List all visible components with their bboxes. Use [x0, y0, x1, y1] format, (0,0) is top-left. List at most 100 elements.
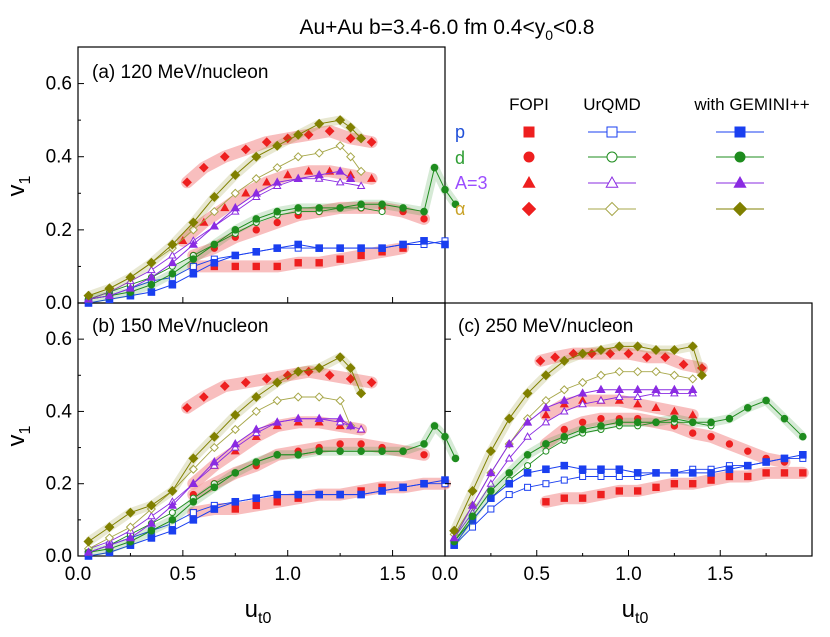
x-axis-title-right-sub: t0 [635, 610, 648, 627]
legend-species-p: p [455, 122, 465, 142]
y-axis-title-top: v1 [3, 175, 34, 196]
panel-b-gemini-p-point [357, 490, 365, 499]
panel-b-gemini-d-point [399, 447, 407, 455]
panel-a-gemini-A3-point [188, 239, 198, 248]
panel-b-gemini-p-point [252, 494, 261, 502]
panel-c-urqmd-p-point [487, 505, 495, 513]
legend-gemini-alpha-marker [732, 201, 748, 217]
panel-c-gemini-alpha-point [522, 388, 533, 399]
panel-a-gemini-alpha-point [146, 257, 157, 268]
panel-c-fopi-p-point [780, 469, 789, 477]
panel-b-gemini-p-point [420, 479, 428, 488]
panel-c-fopi-alpha-point [623, 348, 634, 359]
panel-b-urqmd-alpha-point [314, 392, 324, 402]
panel-a-fopi-alpha-point [282, 133, 293, 144]
panel-c-fopi-p-point [689, 480, 697, 488]
panel-c-gemini-alpha-point [485, 446, 496, 457]
panel-c-gemini-p-point [560, 461, 569, 470]
panel-a-gemini-p-point [315, 244, 323, 252]
legend-species-alpha: α [455, 199, 465, 219]
panel-b-urqmd-line-p [88, 483, 445, 553]
panel-c-urqmd-alpha-point [651, 367, 661, 377]
panel-a-gemini-d-point [210, 240, 219, 249]
panel-a-gemini-band-d [87, 163, 460, 304]
panel-b-gemini-A3-point [293, 413, 303, 422]
panel-c-label: (c) 250 MeV/nucleon [458, 316, 633, 337]
x-tick-label: 1.5 [379, 564, 405, 585]
panel-a-gemini-p-point [399, 240, 407, 249]
panel-c-urqmd-alpha-point [614, 367, 624, 377]
panel-c-urqmd-p-point [542, 480, 550, 488]
figure-title-main: Au+Au b=3.4-6.0 fm 0.4<y [299, 16, 545, 39]
panel-a-gemini-p-point [147, 288, 156, 296]
legend-markers [521, 126, 764, 217]
panel-b-gemini-d-point [420, 440, 428, 448]
panel-c-urqmd-d-point [542, 447, 550, 455]
panel-c-gemini-d-point [762, 396, 770, 405]
panel-b-fopi-alpha-point [324, 370, 335, 381]
panel-c-fopi-alpha-point [678, 359, 689, 370]
panel-c-gemini-p-point [487, 494, 495, 502]
panel-c-gemini-d-point [670, 414, 679, 423]
y-tick-label: 0.2 [46, 474, 72, 495]
panel-c-urqmd-A3-point [504, 453, 514, 462]
panel-c-fopi-d-point [725, 440, 734, 448]
panel-c-fopi-alpha-point [641, 352, 652, 363]
panel-c-gemini-d-point [560, 432, 569, 441]
panel-b-gemini-d-point [168, 516, 177, 524]
panel-b-urqmd-alpha-point [335, 395, 345, 406]
y-tick-label: 0.6 [46, 74, 72, 95]
panel-a-urqmd-alpha-point [356, 166, 366, 176]
panel-a-label: (a) 120 MeV/nucleon [92, 62, 268, 83]
panel-a-fopi-p-point [336, 255, 344, 263]
x-tick-label: 1.0 [275, 564, 301, 585]
legend-fopi-A3-marker [522, 175, 536, 188]
panel-a-urqmd-alpha-point [335, 141, 345, 151]
panel-b-fopi-d-point [420, 451, 428, 459]
panel-a-gemini-line-A3 [88, 170, 351, 300]
panel-b-gemini-p-point [189, 516, 198, 524]
panel-c-fopi-A3-point [614, 395, 624, 404]
panel-a-gemini-line-d [88, 166, 456, 300]
panel-b-gemini-alpha-point [356, 388, 367, 399]
panel-b-urqmd-alpha-point [209, 442, 219, 453]
panel-a-gemini-A3-point [125, 283, 136, 292]
panel-b-gemini-p-point [441, 476, 449, 484]
panel-a-fopi-p-point [273, 262, 281, 271]
legend-species-d: d [455, 148, 465, 168]
panel-b-fopi-alpha-point [366, 377, 377, 388]
panel-c-fopi-d-point [560, 425, 568, 434]
panel-c-gemini-alpha-point [651, 344, 662, 355]
panel-b-gemini-d-point [315, 447, 323, 455]
panel-b-fopi-alpha-point [282, 370, 293, 381]
panel-c-fopi-A3-point [651, 402, 661, 412]
panel-c-gemini-alpha-point [540, 370, 551, 381]
y-axis-title-bottom-main: v [3, 434, 30, 446]
panel-a-fopi-p-point [252, 262, 260, 271]
panel-a-gemini-A3-point [293, 173, 303, 182]
panel-a-fopi-A3-point [283, 170, 293, 179]
panel-b-gemini-A3-point [314, 413, 324, 422]
y-tick-label: 0.0 [46, 293, 72, 314]
panel-b-gemini-alpha-point [251, 391, 262, 402]
panel-c-fopi-p-point [633, 487, 642, 495]
panel-c-gemini-p-point [505, 479, 514, 488]
panel-a-fopi-alpha-point [324, 126, 335, 136]
panel-a-fopi-p-point [231, 262, 239, 271]
panel-c-fopi-p-point [615, 487, 624, 495]
panel-a-gemini-alpha-point [83, 290, 94, 301]
panel-a-urqmd-alpha-point [188, 225, 198, 235]
panel-a-gemini-alpha-point [230, 170, 241, 180]
panel-b-gemini-d-point [336, 447, 344, 455]
y-tick-label: 0.4 [46, 401, 73, 422]
panel-b-gemini-A3-point [188, 478, 198, 488]
panel-b-gemini-d-point [451, 454, 460, 463]
panel-c-fopi-alpha-point [568, 348, 579, 359]
panel-a-gemini-alpha-point [345, 122, 356, 133]
panel-c-urqmd-alpha-point [633, 367, 643, 377]
panel-b-gemini-alpha-point [230, 410, 241, 421]
panel-c-urqmd-p-point [597, 472, 605, 480]
panel-a-fopi-p-point [357, 251, 365, 260]
panel-c-gemini-A3-point [541, 402, 551, 412]
panel-b-gemini-p-point [210, 505, 219, 513]
